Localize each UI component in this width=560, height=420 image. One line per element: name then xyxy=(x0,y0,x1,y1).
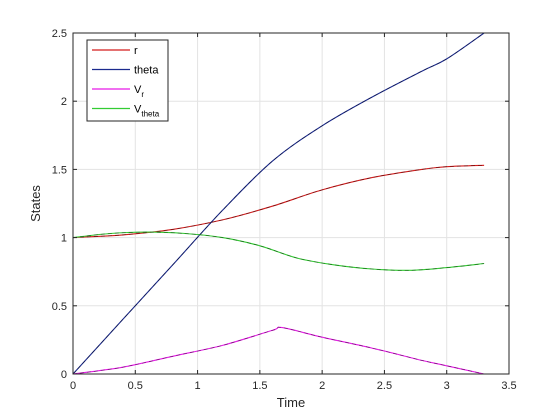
x-axis-label: Time xyxy=(277,395,305,410)
y-tick-label: 1.5 xyxy=(52,164,67,176)
x-tick-label: 1 xyxy=(195,380,201,392)
x-tick-label: 2.5 xyxy=(377,380,392,392)
tick-marks: 0 0.5 1 1.5 2 2.5 3 3.5 0 0.5 1 1.5 2 2.5 xyxy=(52,28,517,392)
y-tick-label: 2.5 xyxy=(52,28,67,40)
x-tick-label: 3.5 xyxy=(501,380,516,392)
series-line-r xyxy=(72,164,485,239)
legend: r theta Vr Vtheta xyxy=(86,39,169,122)
legend-box xyxy=(86,39,169,122)
legend-label-r: r xyxy=(134,45,138,57)
x-tick-label: 2 xyxy=(319,380,325,392)
y-tick-label: 0 xyxy=(61,369,67,381)
y-tick-label: 2 xyxy=(61,96,67,108)
legend-label-theta: theta xyxy=(134,65,159,77)
y-tick-label: 0.5 xyxy=(52,301,67,313)
series-overlay-v-theta xyxy=(72,231,485,271)
series-overlay-v-r xyxy=(72,326,485,375)
y-tick-label: 1 xyxy=(61,233,67,245)
x-tick-label: 1.5 xyxy=(252,380,267,392)
x-tick-label: 0.5 xyxy=(128,380,143,392)
series-overlay-theta xyxy=(72,32,485,375)
legend-label-v-r: Vr xyxy=(134,84,144,99)
axes-box xyxy=(72,32,510,375)
series-line-v-r xyxy=(72,326,485,375)
y-axis-label: States xyxy=(28,185,43,222)
legend-label-v-theta: Vtheta xyxy=(134,104,160,119)
series-group xyxy=(72,32,485,375)
x-tick-label: 3 xyxy=(444,380,450,392)
x-tick-label: 0 xyxy=(70,380,76,392)
series-overlay-r xyxy=(72,165,485,238)
